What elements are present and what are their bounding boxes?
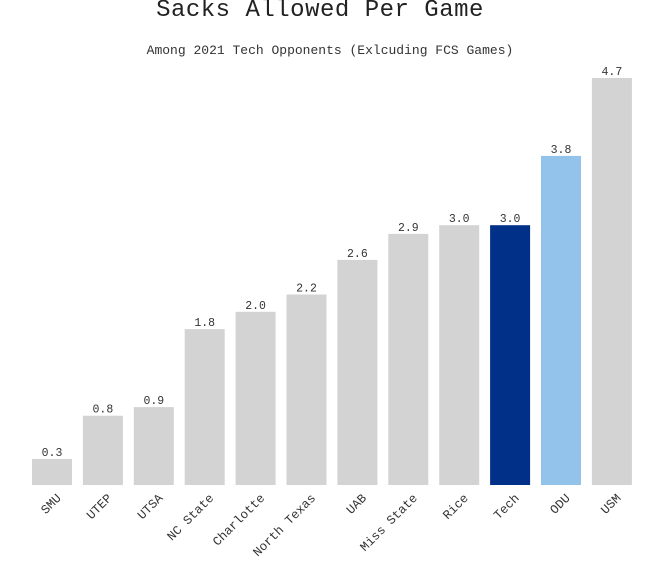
bars-group	[32, 78, 632, 485]
x-tick-label-smu: SMU	[39, 492, 65, 518]
value-label-uab: 2.6	[347, 248, 368, 261]
value-label-north-texas: 2.2	[296, 283, 317, 296]
bar-nc-state	[184, 329, 225, 485]
value-label-odu: 3.8	[551, 144, 572, 157]
value-label-smu: 0.3	[42, 447, 63, 460]
chart-subtitle: Among 2021 Tech Opponents (Exlcuding FCS…	[146, 43, 514, 58]
value-label-nc-state: 1.8	[194, 317, 215, 330]
x-tick-label-tech: Tech	[491, 492, 522, 523]
value-label-rice: 3.0	[449, 213, 470, 226]
x-tick-label-usm: USM	[599, 492, 625, 518]
bar-rice	[439, 225, 480, 485]
x-tick-label-nc-state: NC State	[165, 492, 217, 544]
x-tick-label-utsa: UTSA	[135, 491, 166, 522]
bar-utsa	[133, 407, 174, 485]
bar-uab	[337, 259, 378, 485]
x-tick-label-utep: UTEP	[84, 492, 115, 523]
value-label-utep: 0.8	[93, 404, 114, 417]
x-tick-label-uab: UAB	[344, 491, 370, 517]
bar-north-texas	[286, 294, 327, 485]
value-label-usm: 4.7	[602, 66, 623, 79]
bar-charlotte	[235, 311, 276, 485]
value-labels-group: 0.3 0.8 0.9 1.8 2.0 2.2 2.6 2.9 3.0 3.0 3.8 4.7	[42, 66, 623, 460]
bar-tech	[490, 225, 531, 485]
value-label-utsa: 0.9	[143, 395, 164, 408]
x-tick-label-rice: Rice	[441, 492, 472, 523]
bar-miss-state	[388, 233, 429, 485]
bar-smu	[32, 459, 72, 485]
chart-title: Sacks Allowed Per Game	[156, 0, 484, 24]
value-label-charlotte: 2.0	[245, 300, 266, 313]
value-label-miss-state: 2.9	[398, 222, 419, 235]
bar-usm	[591, 78, 632, 485]
bar-utep	[82, 415, 123, 485]
x-tick-label-odu: ODU	[548, 492, 574, 518]
bar-odu	[541, 155, 581, 485]
value-label-tech: 3.0	[500, 213, 521, 226]
